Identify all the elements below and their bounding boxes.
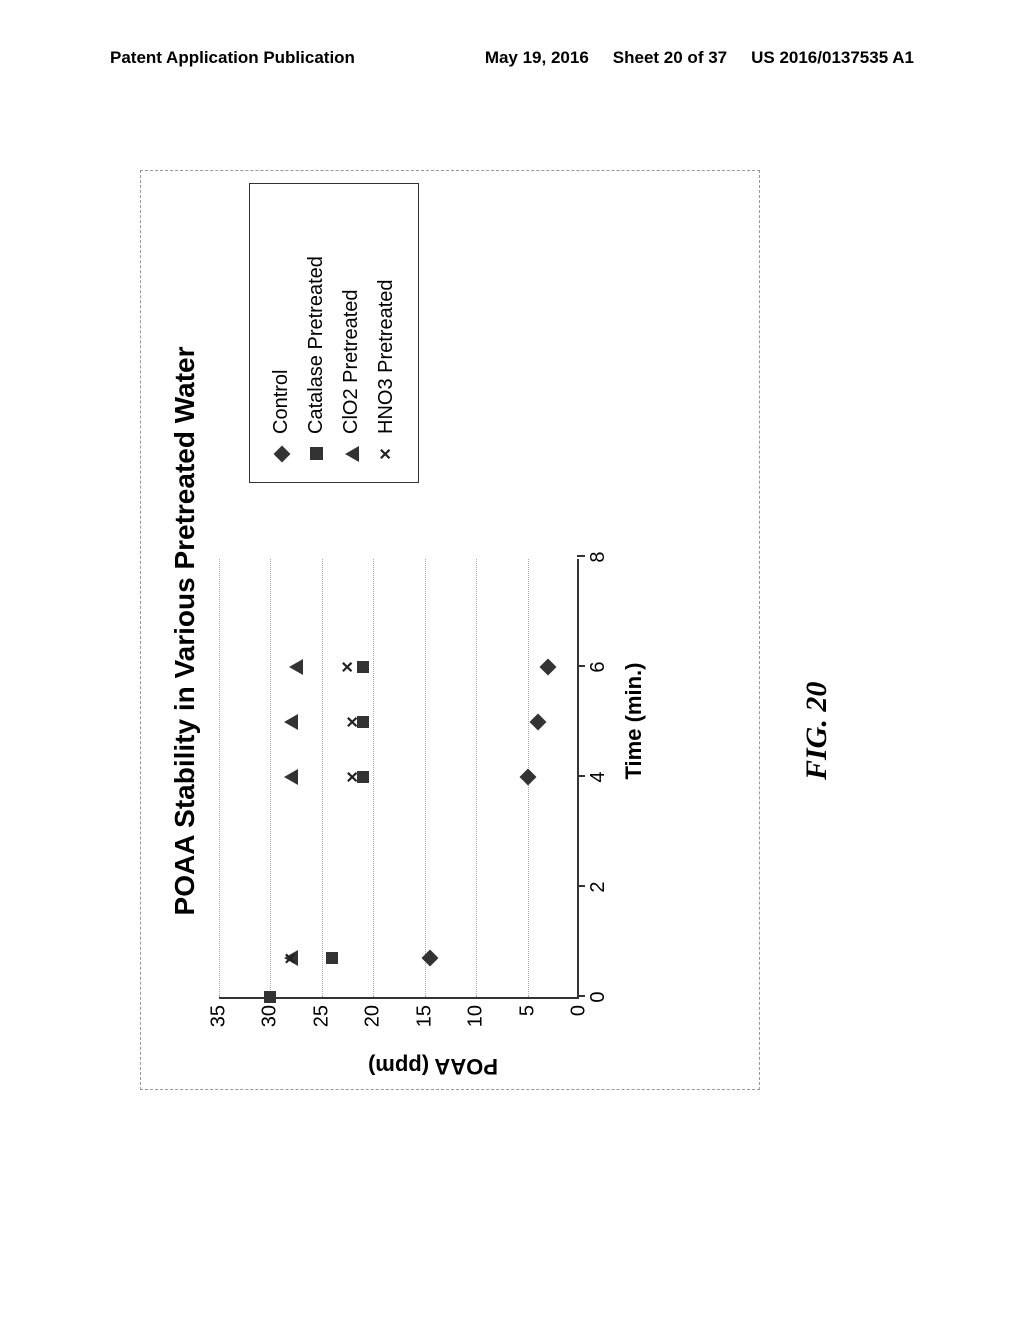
gridline-h <box>219 559 220 997</box>
data-point <box>529 714 546 731</box>
xtick-label: 0 <box>577 991 610 1002</box>
legend-item: × HNO3 Pretreated <box>369 202 404 464</box>
header-date: May 19, 2016 <box>485 48 589 68</box>
ytick-label: 35 <box>208 997 231 1027</box>
legend-item: Control <box>264 202 299 464</box>
legend-marker-icon <box>307 444 327 464</box>
legend-item: ClO2 Pretreated <box>334 202 369 464</box>
ytick-label: 20 <box>362 997 385 1027</box>
legend-label: HNO3 Pretreated <box>375 279 398 434</box>
data-point: × <box>343 771 363 783</box>
legend: Control Catalase Pretreated ClO2 Pretreate… <box>249 183 419 483</box>
data-point <box>264 991 276 1003</box>
chart-area: POAA (ppm) 0510152025303502468×××× Time … <box>219 501 647 1057</box>
legend-marker-icon <box>342 444 362 464</box>
data-point: × <box>343 716 363 728</box>
ytick-label: 15 <box>413 997 436 1027</box>
gridline-h <box>322 559 323 997</box>
page-header: Patent Application Publication May 19, 2… <box>0 48 1024 68</box>
figure-frame: POAA Stability in Various Pretreated Wat… <box>140 170 760 1090</box>
data-point <box>357 661 369 673</box>
xtick-label: 8 <box>577 551 610 562</box>
ytick-label: 25 <box>310 997 333 1027</box>
figure-label: FIG. 20 <box>800 682 834 780</box>
chart-title: POAA Stability in Various Pretreated Wat… <box>169 171 201 1091</box>
ytick-label: 5 <box>516 997 539 1016</box>
data-point: × <box>338 661 358 673</box>
legend-marker-icon <box>272 444 292 464</box>
legend-item: Catalase Pretreated <box>299 202 334 464</box>
gridline-h <box>373 559 374 997</box>
data-point <box>289 659 303 675</box>
xtick-label: 2 <box>577 881 610 892</box>
y-axis-label: POAA (ppm) <box>368 1053 498 1079</box>
figure-rotated: POAA Stability in Various Pretreated Wat… <box>141 171 761 1091</box>
chart-body: POAA (ppm) 0510152025303502468×××× Time … <box>219 171 647 1091</box>
plot-area: 0510152025303502468×××× <box>219 559 579 999</box>
data-point <box>284 714 298 730</box>
xtick-label: 6 <box>577 661 610 672</box>
data-point: × <box>281 953 301 965</box>
data-point <box>519 769 536 786</box>
legend-marker-icon: × <box>377 444 397 464</box>
legend-label: ClO2 Pretreated <box>340 289 363 434</box>
legend-label: Control <box>270 370 293 434</box>
xtick-label: 4 <box>577 771 610 782</box>
legend-label: Catalase Pretreated <box>305 256 328 434</box>
x-axis-label: Time (min.) <box>621 501 647 941</box>
header-pubno: US 2016/0137535 A1 <box>751 48 914 68</box>
header-right: May 19, 2016 Sheet 20 of 37 US 2016/0137… <box>485 48 914 68</box>
header-left: Patent Application Publication <box>110 48 355 68</box>
data-point <box>540 659 557 676</box>
gridline-h <box>425 559 426 997</box>
data-point <box>284 769 298 785</box>
gridline-h <box>270 559 271 997</box>
header-sheet: Sheet 20 of 37 <box>613 48 727 68</box>
data-point <box>326 953 338 965</box>
ytick-label: 10 <box>465 997 488 1027</box>
gridline-h <box>476 559 477 997</box>
